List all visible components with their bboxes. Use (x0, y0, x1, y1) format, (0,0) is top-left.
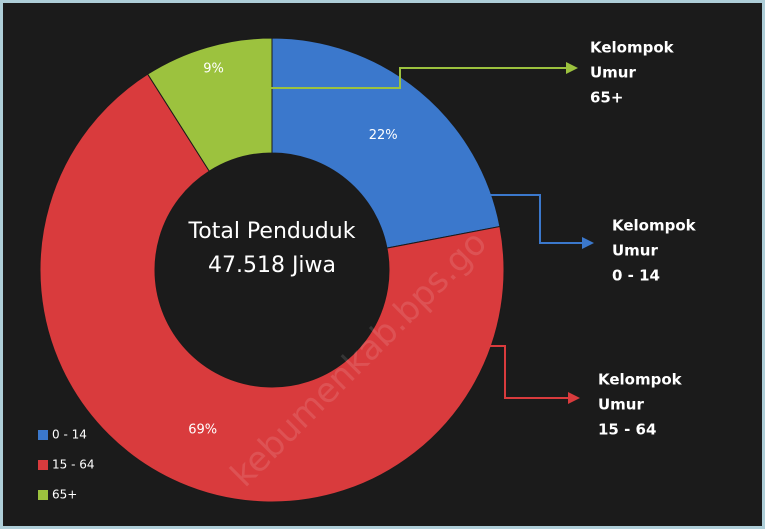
value-label: 69% (188, 423, 217, 438)
leader-0-14 (478, 194, 586, 244)
center-text: Total Penduduk (188, 219, 356, 244)
value-label: 9% (203, 61, 224, 76)
legend-label: 15 - 64 (52, 458, 95, 472)
leader-lines (240, 62, 594, 404)
value-label: 22% (369, 128, 398, 143)
annotation: Kelompok (590, 39, 675, 57)
leader-65 (240, 67, 570, 89)
annotation: 15 - 64 (598, 421, 656, 439)
annotation: Umur (590, 64, 636, 82)
arrowhead (582, 237, 594, 249)
center-text: 47.518 Jiwa (208, 253, 336, 278)
legend-label: 65+ (52, 488, 77, 502)
annotation: 0 - 14 (612, 267, 660, 285)
annotation: Umur (598, 396, 644, 414)
annotation: Kelompok (612, 217, 697, 235)
leader-15-64 (420, 345, 572, 399)
donut-slice (39, 73, 505, 503)
arrowhead (566, 62, 578, 74)
legend-label: 0 - 14 (52, 428, 87, 442)
annotation: Kelompok (598, 371, 683, 389)
donut-slice (271, 37, 501, 249)
arrowhead (568, 392, 580, 404)
donut-slice (146, 37, 273, 172)
legend-swatch (38, 460, 48, 470)
legend-swatch (38, 490, 48, 500)
annotation: 65+ (590, 89, 623, 107)
legend-swatch (38, 430, 48, 440)
annotation: Umur (612, 242, 658, 260)
